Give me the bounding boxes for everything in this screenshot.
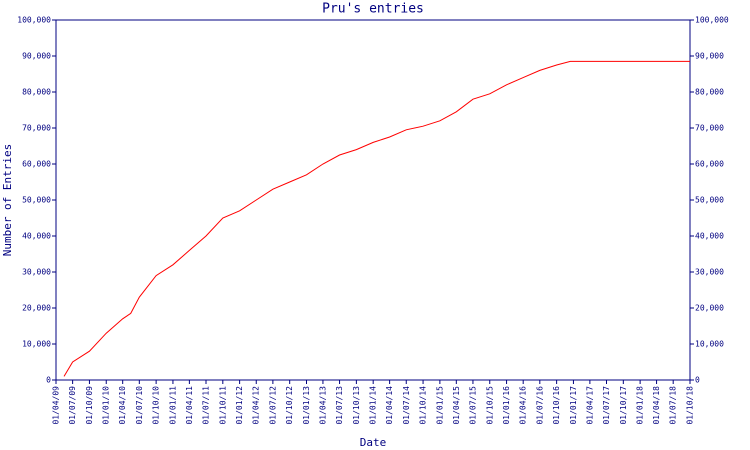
y-tick-label: 100,000 [17,16,51,25]
x-tick-label: 01/10/14 [419,386,428,425]
x-tick-label: 01/07/11 [202,386,211,425]
y-tick-label: 20,000 [22,304,51,313]
y-tick-label: 40,000 [22,232,51,241]
x-tick-label: 01/04/14 [385,386,394,425]
x-tick-label: 01/07/13 [335,386,344,425]
x-tick-label: 01/04/13 [318,386,327,425]
x-tick-label: 01/04/11 [185,386,194,425]
x-tick-label: 01/01/11 [168,386,177,425]
x-tick-label: 01/07/09 [68,386,77,425]
x-tick-label: 01/01/13 [302,386,311,425]
y-tick-label: 30,000 [22,268,51,277]
x-tick-label: 01/01/15 [435,386,444,425]
y2-tick-label: 20,000 [695,304,724,313]
x-tick-label: 01/07/14 [402,386,411,425]
x-tick-label: 01/07/16 [535,386,544,425]
y2-tick-label: 90,000 [695,52,724,61]
x-tick-label: 01/10/17 [619,386,628,425]
y-tick-label: 0 [46,376,51,385]
y-tick-label: 70,000 [22,124,51,133]
y2-tick-label: 70,000 [695,124,724,133]
x-tick-label: 01/10/15 [485,386,494,425]
y2-tick-label: 50,000 [695,196,724,205]
y2-tick-label: 10,000 [695,340,724,349]
y2-tick-label: 80,000 [695,88,724,97]
y-tick-label: 60,000 [22,160,51,169]
y2-tick-label: 0 [695,376,700,385]
x-tick-label: 01/10/18 [686,386,695,425]
x-tick-label: 01/07/12 [268,386,277,425]
x-tick-label: 01/01/18 [636,386,645,425]
y2-tick-label: 40,000 [695,232,724,241]
x-tick-label: 01/01/10 [102,386,111,425]
x-tick-label: 01/07/15 [468,386,477,425]
y2-tick-label: 60,000 [695,160,724,169]
x-tick-label: 01/07/17 [602,386,611,425]
x-tick-label: 01/07/18 [669,386,678,425]
x-tick-label: 01/10/16 [552,386,561,425]
y-tick-label: 80,000 [22,88,51,97]
x-tick-label: 01/10/09 [85,386,94,425]
x-tick-label: 01/01/14 [369,386,378,425]
x-axis-label: Date [360,436,387,449]
x-tick-label: 01/04/17 [585,386,594,425]
y-axis-label: Number of Entries [1,144,14,257]
y-tick-label: 90,000 [22,52,51,61]
y-tick-label: 10,000 [22,340,51,349]
y2-tick-label: 30,000 [695,268,724,277]
x-tick-label: 01/04/12 [252,386,261,425]
x-tick-label: 01/01/17 [569,386,578,425]
y2-tick-label: 100,000 [695,16,729,25]
y-tick-label: 50,000 [22,196,51,205]
x-tick-label: 01/01/12 [235,386,244,425]
x-tick-label: 01/10/10 [152,386,161,425]
x-tick-label: 01/04/09 [52,386,61,425]
x-tick-label: 01/10/11 [218,386,227,425]
x-tick-label: 01/04/10 [118,386,127,425]
x-tick-label: 01/10/12 [285,386,294,425]
x-tick-label: 01/07/10 [135,386,144,425]
x-tick-label: 01/04/15 [452,386,461,425]
x-tick-label: 01/04/18 [652,386,661,425]
chart-title: Pru's entries [322,2,424,17]
x-tick-label: 01/01/16 [502,386,511,425]
x-tick-label: 01/10/13 [352,386,361,425]
x-tick-label: 01/04/16 [519,386,528,425]
data-line [63,60,690,377]
